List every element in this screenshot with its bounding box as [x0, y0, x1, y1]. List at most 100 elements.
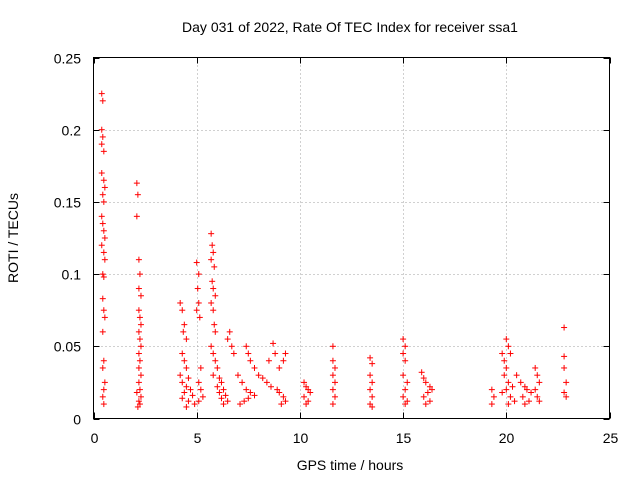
- data-point: [276, 389, 283, 396]
- data-point: [177, 372, 184, 379]
- data-point: [331, 393, 338, 400]
- data-point: [135, 285, 142, 292]
- data-point: [195, 271, 202, 278]
- data-point: [100, 401, 107, 408]
- data-point: [136, 314, 143, 321]
- data-point: [179, 379, 186, 386]
- data-point: [214, 383, 221, 390]
- data-point: [563, 393, 570, 400]
- data-point: [211, 263, 218, 270]
- data-point: [137, 372, 144, 379]
- data-point: [210, 249, 217, 256]
- data-point: [532, 364, 539, 371]
- data-point: [243, 386, 250, 393]
- data-point: [523, 386, 530, 393]
- data-point: [133, 213, 140, 220]
- marks-layer: [98, 90, 570, 410]
- data-point: [218, 395, 225, 402]
- data-point: [135, 256, 142, 263]
- data-point: [100, 148, 107, 155]
- data-point: [194, 285, 201, 292]
- data-point: [282, 398, 289, 405]
- data-point: [369, 403, 376, 410]
- y-tick-label: 0.25: [54, 51, 81, 67]
- data-point: [210, 350, 217, 357]
- x-tick-label: 10: [293, 430, 309, 446]
- data-point: [251, 364, 258, 371]
- data-point: [183, 403, 190, 410]
- data-point: [210, 307, 217, 314]
- data-point: [100, 357, 107, 364]
- data-point: [220, 401, 227, 408]
- data-point: [280, 393, 287, 400]
- data-point: [209, 278, 216, 285]
- data-point: [422, 379, 429, 386]
- data-point: [195, 379, 202, 386]
- y-axis-label: ROTI / TECUs: [5, 193, 21, 283]
- data-point: [237, 401, 244, 408]
- data-point: [208, 299, 215, 306]
- data-point: [100, 307, 107, 314]
- data-point: [179, 395, 186, 402]
- data-point: [331, 379, 338, 386]
- data-point: [101, 256, 108, 263]
- data-point: [99, 364, 106, 371]
- data-point: [400, 336, 407, 343]
- data-point: [133, 180, 140, 187]
- data-point: [210, 285, 217, 292]
- data-point: [329, 357, 336, 364]
- data-point: [211, 321, 218, 328]
- data-point: [135, 379, 142, 386]
- data-point: [185, 398, 192, 405]
- data-point: [183, 383, 190, 390]
- data-point: [230, 350, 237, 357]
- data-point: [561, 324, 568, 331]
- data-point: [214, 364, 221, 371]
- data-point: [245, 395, 252, 402]
- data-point: [98, 213, 105, 220]
- data-point: [99, 393, 106, 400]
- y-tick-label: 0.1: [62, 267, 82, 283]
- data-point: [303, 401, 310, 408]
- data-point: [239, 379, 246, 386]
- data-point: [490, 393, 497, 400]
- data-point: [561, 353, 568, 360]
- data-point: [100, 249, 107, 256]
- x-tick-label: 15: [396, 430, 412, 446]
- data-point: [247, 357, 254, 364]
- data-point: [488, 386, 495, 393]
- data-point: [517, 379, 524, 386]
- data-point: [208, 343, 215, 350]
- data-point: [367, 386, 374, 393]
- data-point: [228, 343, 235, 350]
- data-point: [402, 357, 409, 364]
- data-point: [197, 386, 204, 393]
- data-point: [216, 375, 223, 382]
- data-point: [187, 386, 194, 393]
- data-point: [101, 379, 108, 386]
- data-point: [137, 292, 144, 299]
- data-point: [507, 393, 514, 400]
- data-point: [270, 340, 277, 347]
- data-point: [329, 401, 336, 408]
- data-point: [505, 401, 512, 408]
- data-point: [400, 393, 407, 400]
- data-point: [400, 350, 407, 357]
- data-point: [367, 372, 374, 379]
- data-point: [499, 350, 506, 357]
- data-point: [422, 401, 429, 408]
- data-point: [224, 336, 231, 343]
- data-point: [259, 375, 266, 382]
- data-point: [428, 386, 435, 393]
- data-point: [563, 379, 570, 386]
- data-point: [134, 403, 141, 410]
- data-point: [426, 398, 433, 405]
- data-point: [301, 379, 308, 386]
- data-point: [136, 386, 143, 393]
- data-point: [101, 184, 108, 191]
- data-point: [265, 357, 272, 364]
- data-point: [263, 379, 270, 386]
- y-tick-label: 0.05: [54, 339, 81, 355]
- data-point: [101, 235, 108, 241]
- data-point: [136, 336, 143, 343]
